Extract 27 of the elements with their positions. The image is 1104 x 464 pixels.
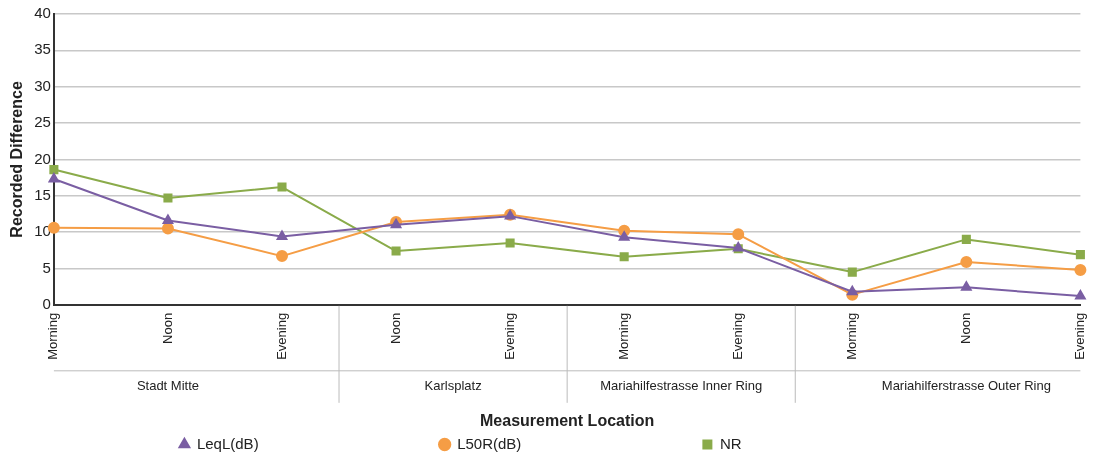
y-tick-label: 30 xyxy=(34,76,51,94)
x-tick-label: Evening xyxy=(273,312,289,360)
x-tick-label: Evening xyxy=(1071,312,1087,360)
x-tick-label: Noon xyxy=(159,312,175,344)
x-tick-label: Noon xyxy=(957,312,973,344)
text: Stadt Mitte xyxy=(136,378,200,394)
y-tick-label: 0 xyxy=(42,294,51,312)
x-tick-label: Noon xyxy=(387,312,403,344)
y-tick-label: 5 xyxy=(42,258,51,276)
legend-label: NR xyxy=(719,434,917,452)
y-tick-label: 15 xyxy=(34,185,51,203)
legend-label: L50R(dB) xyxy=(457,434,697,452)
text: Mariahilferstrasse Outer Ring xyxy=(881,378,1051,394)
x-tick-label: Morning xyxy=(843,312,859,360)
text: Karlsplatz xyxy=(424,378,482,394)
x-tick-label: Morning xyxy=(45,312,61,360)
legend-label: LeqL(dB) xyxy=(196,434,434,452)
y-tick-label: 35 xyxy=(34,40,51,58)
text: Mariahilfestrasse Inner Ring xyxy=(600,378,763,394)
x-tick-label: Evening xyxy=(501,312,517,360)
y-tick-label: 25 xyxy=(34,113,51,131)
y-axis-title: Recorded Difference xyxy=(8,81,26,238)
x-tick-label: Morning xyxy=(615,312,631,360)
y-tick-label: 20 xyxy=(34,149,51,167)
x-tick-label: Evening xyxy=(729,312,745,360)
y-tick-label: 40 xyxy=(34,4,51,22)
x-axis-title: Measurement Location xyxy=(480,411,655,429)
